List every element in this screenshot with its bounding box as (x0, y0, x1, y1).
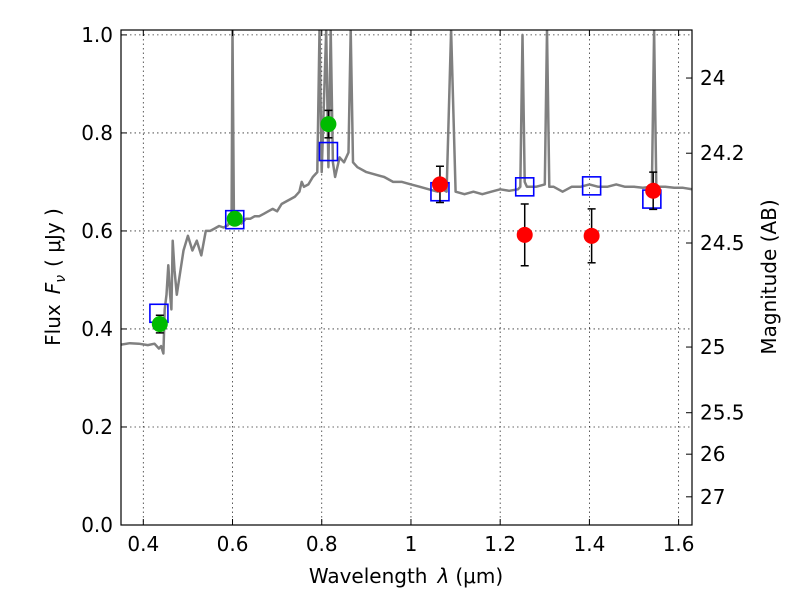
marker-layer (149, 109, 662, 334)
x-tick-label: 0.6 (217, 532, 249, 556)
y2-tick-label: 25.5 (700, 401, 745, 425)
model-photometry-square (514, 177, 535, 197)
x-tick-label: 1.6 (663, 532, 695, 556)
x-tick-label: 1.2 (484, 532, 516, 556)
model-photometry-square (318, 141, 339, 162)
photometry-point (431, 176, 448, 193)
photometry-point (583, 227, 600, 244)
x-tick-label: 0.8 (306, 532, 338, 556)
model-photometry-square (224, 209, 245, 230)
y-tick-label: 0.0 (81, 513, 113, 537)
spectrum-layer (121, 30, 692, 355)
y2-tick-label: 25 (700, 335, 725, 359)
tick-layer: 0.4 0.6 0.8 1 1.2 1.4 1.6 0.0 0.2 0.4 0.6 0.8 1.0 24 2… (81, 23, 744, 556)
y2-tick-label: 24.2 (700, 141, 745, 165)
y-tick-label: 1.0 (81, 23, 113, 47)
y2-axis-title: Magnitude (AB) (757, 199, 781, 354)
y2-tick-label: 24 (700, 66, 725, 90)
photometry-point (516, 226, 533, 243)
y-tick-label: 0.4 (81, 317, 113, 341)
x-axis-title: Wavelength λ (μm) (309, 564, 503, 588)
y-tick-label: 0.2 (81, 415, 113, 439)
x-tick-label: 0.4 (127, 532, 159, 556)
y-tick-label: 0.6 (81, 219, 113, 243)
y2-tick-label: 27 (700, 485, 725, 509)
grid-layer (121, 30, 692, 526)
y2-tick-label: 24.5 (700, 231, 745, 255)
photometry-point (151, 316, 168, 333)
frame-layer (120, 29, 693, 526)
x-tick-label: 1 (405, 532, 418, 556)
photometry-point (645, 182, 662, 199)
y2-tick-label: 26 (700, 442, 725, 466)
plot-frame (120, 29, 693, 526)
model-photometry-square (581, 176, 602, 196)
x-tick-label: 1.4 (573, 532, 605, 556)
y-tick-label: 0.8 (81, 121, 113, 145)
photometry-point (226, 210, 243, 227)
photometry-point (320, 116, 337, 133)
y-axis-title: FluxFν( μJy ) (41, 208, 69, 346)
spectrum-line (121, 30, 692, 355)
